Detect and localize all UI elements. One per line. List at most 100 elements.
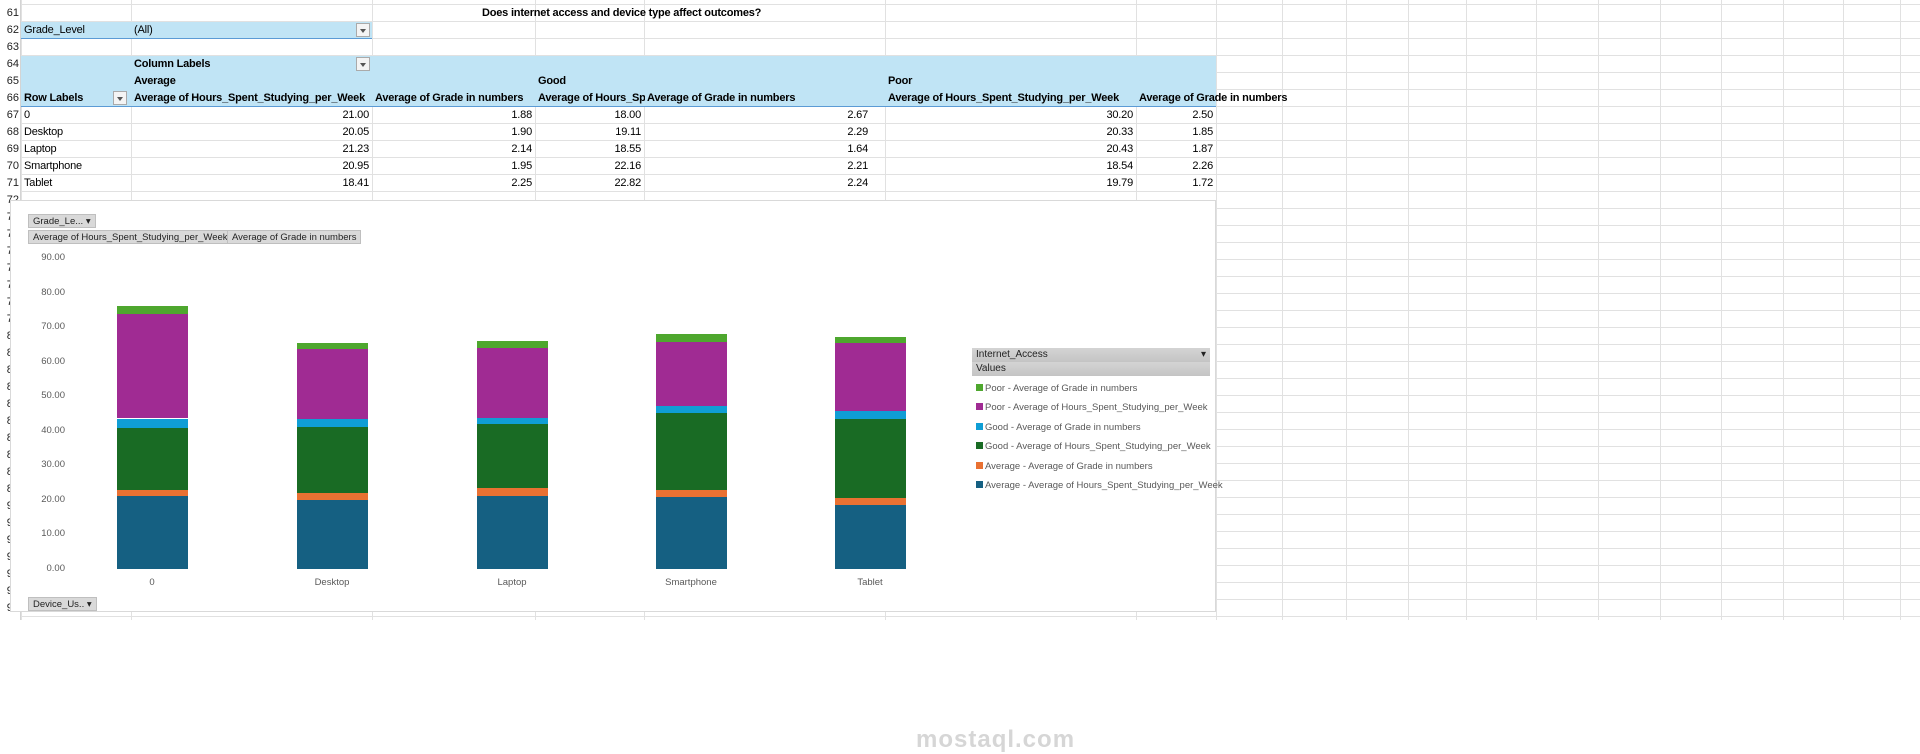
- legend-item: Average - Average of Grade in numbers: [972, 457, 1210, 476]
- legend-swatch: [976, 480, 983, 488]
- bar-segment[interactable]: [117, 496, 188, 569]
- filter-label: Grade_Level: [24, 24, 85, 36]
- cell-value: 22.82: [614, 177, 641, 189]
- grade-level-filter-button[interactable]: Grade_Le... ▾: [28, 214, 96, 228]
- x-category-label: Tablet: [857, 577, 883, 588]
- bar-segment[interactable]: [656, 405, 727, 414]
- cell-value: 20.05: [342, 126, 369, 138]
- filter-value[interactable]: (All): [134, 24, 153, 36]
- row-labels-dropdown[interactable]: [113, 91, 127, 105]
- column-group-label: Average: [134, 75, 176, 87]
- bar-segment[interactable]: [835, 497, 906, 506]
- cell-value: 1.85: [1192, 126, 1213, 138]
- cell-value: 1.90: [511, 126, 532, 138]
- values-field-button[interactable]: Values: [972, 362, 1210, 376]
- column-header: Average of Hours_Spe: [538, 92, 645, 104]
- row-label: Laptop: [24, 143, 57, 155]
- row-number[interactable]: 64: [6, 58, 19, 70]
- pivot-chart[interactable]: Grade_Le... ▾ Average of Hours_Spent_Stu…: [10, 200, 1223, 753]
- legend-label: Good - Average of Hours_Spent_Studying_p…: [985, 441, 1211, 453]
- bar-segment[interactable]: [656, 489, 727, 497]
- legend-swatch: [976, 442, 983, 450]
- value-field-hours-button[interactable]: Average of Hours_Spent_Studying_per_Week: [28, 230, 233, 244]
- cell-value: 1.64: [847, 143, 868, 155]
- y-tick-label: 80.00: [41, 286, 65, 298]
- bar-segment[interactable]: [297, 348, 368, 420]
- legend-label: Poor - Average of Grade in numbers: [985, 383, 1138, 394]
- pivot-filter-area: [21, 22, 372, 39]
- row-number[interactable]: 63: [6, 41, 19, 53]
- bar-segment[interactable]: [117, 418, 188, 428]
- chevron-down-icon: ▾: [86, 599, 92, 610]
- row-number[interactable]: 71: [6, 177, 19, 189]
- bar-segment[interactable]: [477, 488, 548, 496]
- bar-segment[interactable]: [835, 418, 906, 498]
- bar-segment[interactable]: [835, 342, 906, 411]
- bar-segment[interactable]: [297, 419, 368, 428]
- bar-segment[interactable]: [297, 499, 368, 569]
- bar-segment[interactable]: [117, 427, 188, 490]
- cell-value: 1.88: [511, 109, 532, 121]
- row-number[interactable]: 62: [6, 24, 19, 36]
- chevron-down-icon: ▾: [85, 216, 91, 227]
- row-number[interactable]: 68: [6, 126, 19, 138]
- legend-label: Average - Average of Hours_Spent_Studyin…: [985, 479, 1223, 491]
- bar-segment[interactable]: [477, 418, 548, 425]
- bar-segment[interactable]: [297, 427, 368, 494]
- cell-value: 18.54: [1106, 160, 1133, 172]
- bar-segment[interactable]: [656, 496, 727, 569]
- cell-value: 1.72: [1192, 177, 1213, 189]
- bar-segment[interactable]: [477, 347, 548, 419]
- cell-value: 2.24: [847, 177, 868, 189]
- legend-swatch: [976, 422, 983, 430]
- cell-value: 19.79: [1106, 177, 1133, 189]
- row-number[interactable]: 69: [6, 143, 19, 155]
- cell-value: 21.00: [342, 109, 369, 121]
- bar-segment[interactable]: [477, 424, 548, 489]
- row-number[interactable]: 66: [6, 92, 19, 104]
- legend-label: Poor - Average of Hours_Spent_Studying_p…: [985, 402, 1208, 414]
- legend-item: Good - Average of Grade in numbers: [972, 418, 1210, 437]
- value-field-grade-button[interactable]: Average of Grade in numbers: [227, 230, 362, 244]
- bar-segment[interactable]: [117, 305, 188, 315]
- bar-segment[interactable]: [835, 505, 906, 569]
- column-group-label: Poor: [888, 75, 913, 87]
- legend-item: Good - Average of Hours_Spent_Studying_p…: [972, 437, 1211, 456]
- bar-segment[interactable]: [117, 314, 188, 419]
- bar-segment[interactable]: [477, 341, 548, 348]
- legend-item: Average - Average of Hours_Spent_Studyin…: [972, 476, 1223, 495]
- bar-segment[interactable]: [835, 411, 906, 419]
- row-number[interactable]: 65: [6, 75, 19, 87]
- row-label: Tablet: [24, 177, 53, 189]
- cell-value: 20.95: [342, 160, 369, 172]
- row-label: Desktop: [24, 126, 63, 138]
- column-header: Average of Grade in numbers: [647, 92, 796, 104]
- cell-value: 2.14: [511, 143, 532, 155]
- bar-segment[interactable]: [117, 489, 188, 497]
- y-tick-label: 50.00: [41, 390, 65, 402]
- cell-value: 30.20: [1106, 109, 1133, 121]
- bar-segment[interactable]: [835, 336, 906, 343]
- legend-item: Poor - Average of Hours_Spent_Studying_p…: [972, 398, 1210, 417]
- column-group-label: Good: [538, 75, 566, 87]
- bar-segment[interactable]: [297, 342, 368, 349]
- bar-segment[interactable]: [656, 333, 727, 342]
- cell-value: 21.23: [342, 143, 369, 155]
- filter-dropdown-button[interactable]: [356, 23, 370, 37]
- bar-segment[interactable]: [656, 341, 727, 406]
- cell-value: 20.43: [1106, 143, 1133, 155]
- internet-access-field-button[interactable]: Internet_Access ▾: [972, 348, 1210, 362]
- column-labels-dropdown[interactable]: [356, 57, 370, 71]
- row-number[interactable]: 67: [6, 109, 19, 121]
- cell-value: 2.25: [511, 177, 532, 189]
- legend-item: Poor - Average of Grade in numbers: [972, 379, 1210, 398]
- watermark: mostaql.com: [916, 726, 1076, 753]
- bar-segment[interactable]: [297, 493, 368, 500]
- device-usage-axis-button[interactable]: Device_Us.. ▾: [28, 597, 97, 611]
- cell-value: 18.00: [614, 109, 641, 121]
- row-number[interactable]: 70: [6, 160, 19, 172]
- x-category-label: Laptop: [497, 577, 527, 588]
- bar-segment[interactable]: [477, 495, 548, 569]
- row-number[interactable]: 61: [6, 7, 19, 19]
- bar-segment[interactable]: [656, 413, 727, 490]
